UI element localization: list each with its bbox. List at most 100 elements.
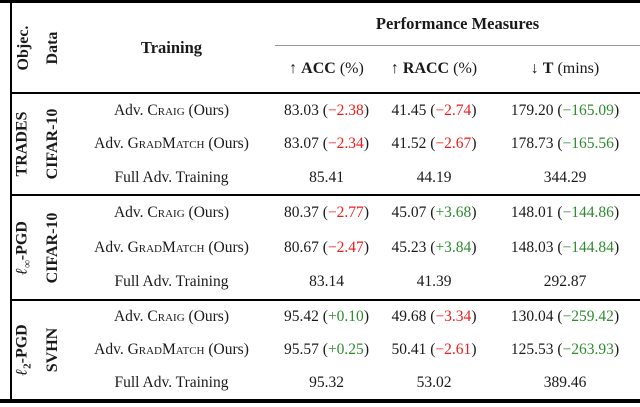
paren-close: ) [363, 308, 369, 325]
racc-cell: 50.41 (−2.61) [378, 333, 490, 366]
paren-close: ) [363, 238, 369, 256]
delta-text: −2.67 [435, 135, 472, 152]
up-arrow-icon: ↑ [289, 59, 298, 77]
paren-open: ( [426, 238, 436, 256]
acc-cell: 80.67 (−2.47) [275, 230, 378, 265]
value-text: 53.02 [416, 373, 452, 391]
delta-text: −3.34 [435, 308, 472, 325]
value-text: 85.41 [309, 168, 344, 186]
header-row-measures: ↑ ACC (%) ↑ RACC (%) ↓ T (mins) [10, 45, 640, 93]
acc-label: ACC [301, 59, 336, 77]
paren-close: ) [471, 238, 477, 256]
delta-text: −259.42 [562, 308, 614, 325]
value-text: 83.14 [309, 273, 344, 290]
time-cell: 344.29 [490, 161, 640, 195]
value-text: 95.32 [309, 373, 344, 391]
value-text: 41.45 [391, 101, 427, 119]
delta-text: +3.68 [435, 204, 472, 221]
table-row: ℓ∞-PGD CIFAR-10 Adv. Craig (Ours) 80.37 … [10, 195, 640, 283]
objective-cell: ℓ2-PGD [10, 300, 38, 399]
table-row: Adv. GradMatch (Ours) 95.57 (+0.25) 50.4… [10, 333, 640, 366]
delta-text: −165.56 [562, 135, 614, 152]
paren-open: ( [553, 204, 563, 221]
paren-open: ( [426, 308, 436, 325]
value-text: 148.03 [510, 238, 554, 256]
table-row: ℓ2-PGD SVHN Adv. Craig (Ours) 95.42 (+0.… [10, 300, 640, 376]
dataset-label: CIFAR-10 [44, 212, 61, 283]
paren-close: ) [613, 101, 620, 119]
time-unit: (mins) [557, 59, 600, 77]
dataset-cell: CIFAR-10 [38, 93, 68, 195]
group-trades-cifar10: TRADES CIFAR-10 Adv. Craig (Ours) 83.03 … [10, 93, 640, 195]
paren-open: ( [318, 135, 328, 152]
results-table: Objec. Data Training Performance Measure… [10, 3, 640, 399]
table-row: Adv. GradMatch (Ours) 83.07 (−2.34) 41.5… [10, 127, 640, 161]
paren-close: ) [471, 204, 477, 221]
racc-unit: (%) [453, 59, 478, 77]
table-header: Objec. Data Training Performance Measure… [10, 3, 640, 93]
value-text: 95.57 [284, 340, 319, 358]
racc-cell: 45.07 (+3.68) [378, 195, 490, 230]
top-rule [0, 0, 640, 3]
racc-cell: 41.39 [378, 265, 490, 300]
paren-close: ) [471, 101, 477, 119]
table-row: Full Adv. Training 95.32 53.02 389.46 [10, 366, 640, 399]
table-row: Full Adv. Training 85.41 44.19 344.29 [10, 161, 640, 195]
value-text: 80.37 [284, 204, 319, 221]
down-arrow-icon: ↓ [530, 59, 539, 77]
paren-open: ( [318, 101, 328, 119]
value-text: 44.19 [416, 168, 452, 186]
delta-text: −2.61 [435, 340, 472, 358]
delta-text: +0.25 [327, 340, 364, 358]
table-row: TRADES CIFAR-10 Adv. Craig (Ours) 83.03 … [10, 93, 640, 180]
column-group-performance-measures: Performance Measures [275, 3, 640, 46]
value-text: 292.87 [543, 273, 587, 290]
paren-close: ) [613, 238, 620, 256]
paren-open: ( [553, 135, 563, 152]
delta-text: −263.93 [562, 340, 614, 358]
paren-close: ) [613, 340, 620, 358]
paren-open: ( [553, 101, 563, 119]
paren-close: ) [363, 101, 369, 119]
delta-text: −2.34 [327, 135, 364, 152]
acc-cell: 80.37 (−2.77) [275, 195, 378, 230]
acc-cell: 95.57 (+0.25) [275, 333, 378, 366]
paren-open: ( [318, 238, 328, 256]
objective-cell: ℓ∞-PGD [10, 195, 38, 300]
delta-text: +3.84 [435, 238, 472, 256]
acc-unit: (%) [339, 59, 364, 77]
value-text: 45.23 [391, 238, 427, 256]
column-header-time: ↓ T (mins) [490, 45, 640, 93]
paren-close: ) [363, 135, 369, 152]
racc-cell: 53.02 [378, 366, 490, 399]
column-header-acc: ↑ ACC (%) [275, 45, 378, 93]
table-row: Adv. GradMatch (Ours) 80.67 (−2.47) 45.2… [10, 230, 640, 265]
time-cell: 148.03 (−144.84) [490, 230, 640, 265]
group-l2-pgd-svhn: ℓ2-PGD SVHN Adv. Craig (Ours) 95.42 (+0.… [10, 300, 640, 399]
paren-close: ) [471, 340, 477, 358]
objective-label: ℓ∞-PGD [13, 220, 34, 275]
delta-text: −2.47 [327, 238, 364, 256]
value-text: 41.52 [391, 135, 427, 152]
left-vertical-rule [10, 3, 12, 399]
value-text: 49.68 [391, 308, 427, 325]
value-text: 125.53 [510, 340, 554, 358]
objective-cell: TRADES [10, 93, 38, 195]
racc-cell: 49.68 (−3.34) [378, 300, 490, 333]
value-text: 45.07 [391, 204, 427, 221]
data-header-label: Data [44, 31, 61, 64]
bottom-rule [0, 399, 640, 403]
training-method-cell: Full Adv. Training [114, 373, 229, 391]
value-text: 148.01 [510, 204, 554, 221]
training-method-cell: Adv. Craig (Ours) [113, 308, 229, 325]
time-cell: 178.73 (−165.56) [490, 127, 640, 161]
value-text: 344.29 [543, 168, 587, 186]
dataset-label: CIFAR-10 [44, 108, 61, 180]
training-method-cell: Full Adv. Training [114, 168, 229, 186]
up-arrow-icon: ↑ [390, 59, 399, 77]
paren-open: ( [426, 204, 436, 221]
delta-text: −2.77 [327, 204, 364, 221]
paren-close: ) [471, 135, 477, 152]
acc-cell: 83.07 (−2.34) [275, 127, 378, 161]
